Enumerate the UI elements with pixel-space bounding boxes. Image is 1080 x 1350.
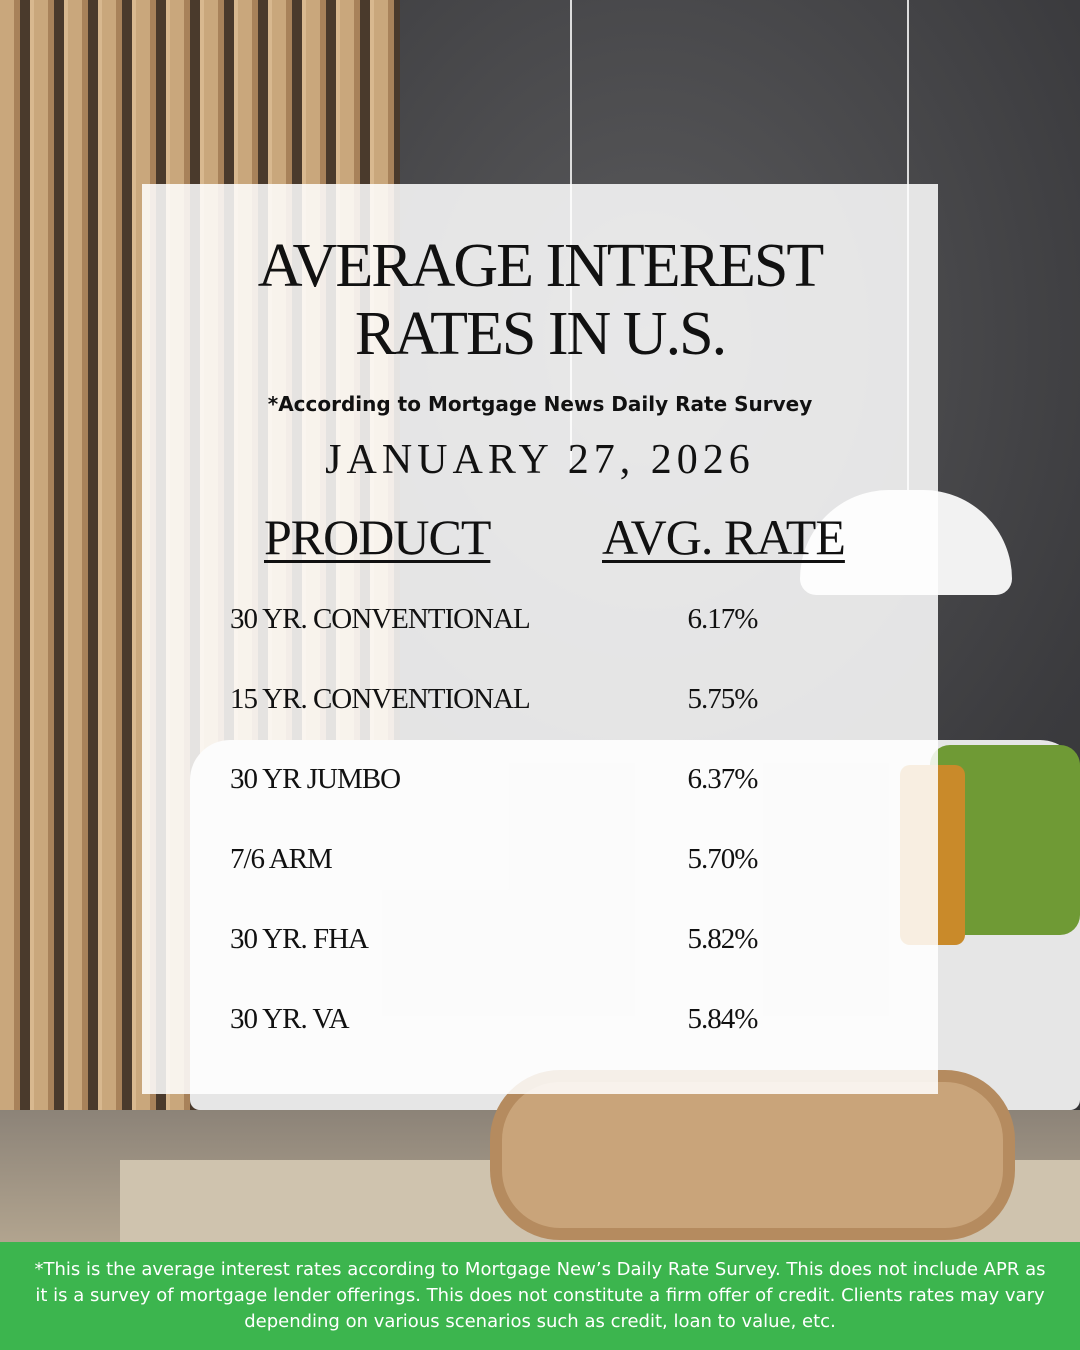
subtitle: *According to Mortgage News Daily Rate S… bbox=[267, 392, 813, 416]
rate: 6.37% bbox=[687, 763, 759, 795]
product: 15 YR. CONVENTIONAL bbox=[230, 683, 531, 715]
table-row: 7/6 ARM 5.70% bbox=[230, 843, 790, 883]
title-line-2: RATES IN U.S. bbox=[354, 300, 727, 368]
content-panel bbox=[142, 184, 938, 1094]
product: 30 YR. VA bbox=[230, 1003, 350, 1035]
rate: 5.75% bbox=[687, 683, 759, 715]
rate: 5.70% bbox=[687, 843, 759, 875]
product: 7/6 ARM bbox=[230, 843, 333, 875]
product: 30 YR JUMBO bbox=[230, 763, 401, 795]
rate: 5.82% bbox=[687, 923, 759, 955]
title-line-1: AVERAGE INTEREST bbox=[257, 232, 824, 300]
date: JANUARY 27, 2026 bbox=[325, 437, 755, 483]
table-row: 30 YR JUMBO 6.37% bbox=[230, 763, 790, 803]
rate: 6.17% bbox=[687, 603, 759, 635]
header-avg-rate: AVG. RATE bbox=[602, 509, 846, 565]
rate: 5.84% bbox=[687, 1003, 759, 1035]
header-product: PRODUCT bbox=[264, 509, 491, 565]
page-title: AVERAGE INTEREST RATES IN U.S. bbox=[0, 232, 1080, 368]
table-row: 30 YR. VA 5.84% bbox=[230, 1003, 790, 1043]
table-row: 30 YR. CONVENTIONAL 6.17% bbox=[230, 603, 790, 643]
disclaimer-footer: *This is the average interest rates acco… bbox=[0, 1242, 1080, 1350]
product: 30 YR. FHA bbox=[230, 923, 369, 955]
coffee-table bbox=[490, 1070, 1015, 1240]
table-row: 30 YR. FHA 5.82% bbox=[230, 923, 790, 963]
table-row: 15 YR. CONVENTIONAL 5.75% bbox=[230, 683, 790, 723]
product: 30 YR. CONVENTIONAL bbox=[230, 603, 531, 635]
